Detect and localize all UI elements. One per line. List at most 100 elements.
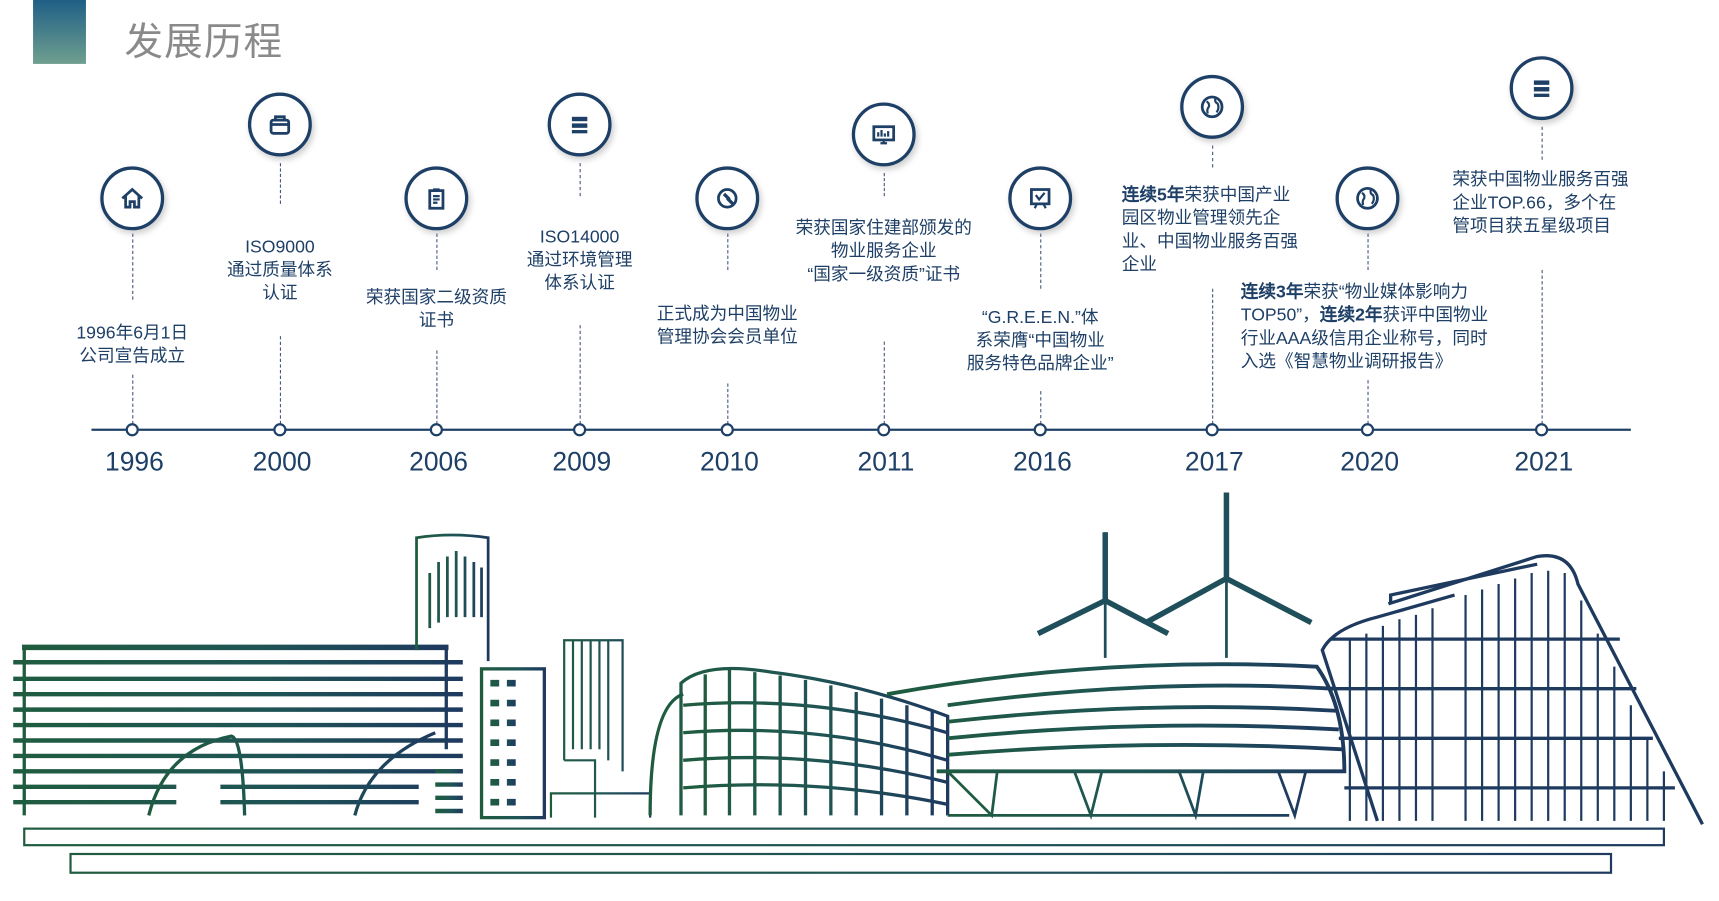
tall-tower	[415, 533, 490, 662]
year-label: 2021	[1514, 447, 1574, 478]
globe-icon	[1356, 187, 1379, 210]
milestone-icon-badge	[851, 102, 916, 167]
year-label: 2000	[252, 447, 312, 478]
description-line: 系荣膺“中国物业	[975, 331, 1105, 351]
year-label: 2009	[552, 447, 612, 478]
timeline-node	[572, 423, 587, 437]
description-line: 认证	[262, 284, 298, 304]
description-line: “国家一级资质”证书	[807, 265, 961, 285]
dashed-connector	[132, 374, 134, 425]
dashed-connector	[1212, 288, 1214, 425]
milestone-icon-badge	[1509, 56, 1574, 121]
milestone-icon-badge	[1335, 166, 1400, 231]
milestone-icon-badge	[1008, 166, 1073, 231]
year-label: 2006	[409, 447, 468, 478]
certificate-icon	[1030, 188, 1051, 209]
dashed-connector	[1541, 269, 1543, 425]
year-label: 1996	[105, 447, 164, 478]
timeline-node	[125, 423, 139, 437]
server-icon	[1533, 80, 1550, 97]
timeline-node	[1205, 423, 1219, 437]
dashed-connector	[883, 173, 885, 197]
timeline-node	[273, 423, 287, 437]
dashed-connector	[579, 163, 581, 197]
page-title: 发展历程	[124, 20, 284, 66]
description-line: 荣获国家二级资质	[365, 288, 507, 308]
timeline-node	[1033, 423, 1047, 437]
dashed-connector	[1040, 391, 1042, 425]
milestone-description: 正式成为中国物业 管理协会会员单位	[657, 303, 798, 349]
description-line: 物业服务企业	[830, 242, 937, 262]
description-line: 服务特色品牌企业”	[966, 354, 1114, 374]
dashed-connector	[727, 383, 729, 425]
description-line: 公司宣告成立	[79, 347, 186, 366]
timeline-node	[1534, 423, 1549, 437]
timeline-node	[877, 423, 891, 437]
timeline-node	[429, 423, 443, 437]
milestone-icon-badge	[695, 166, 760, 231]
year-label: 2011	[857, 447, 915, 478]
right-building	[1320, 554, 1704, 825]
highlight-text: 连续5年	[1121, 186, 1185, 205]
milestone-description: ISO14000 通过环境管理 体系认证	[527, 226, 633, 295]
milestone-description: 1996年6月1日 公司宣告成立	[76, 322, 188, 368]
left-building	[13, 644, 463, 816]
description-text: 荣获中国产业园区物业管理领先企业、中国物业服务百强企业	[1121, 186, 1299, 275]
dashed-connector	[579, 325, 581, 425]
dashed-connector	[883, 341, 885, 425]
milestone-description: 连续5年荣获中国产业园区物业管理领先企业、中国物业服务百强企业	[1122, 184, 1298, 277]
monitor-chart-icon	[872, 125, 896, 145]
timeline-axis	[91, 428, 1631, 431]
description-line: 1996年6月1日	[76, 323, 189, 343]
milestone-icon-badge	[404, 166, 469, 231]
timeline-node	[720, 423, 734, 437]
description-text: 获评中国物业行业AAA级信用企业称号，同时入选《智慧物业调研报告》	[1240, 306, 1489, 372]
description-line: ISO14000	[539, 228, 620, 247]
milestone-icon-badge	[100, 166, 165, 231]
year-label: 2017	[1184, 447, 1244, 478]
description-line: 体系认证	[544, 274, 615, 294]
cityscape-illustration	[13, 492, 1704, 874]
timeline-node	[1360, 423, 1375, 437]
dashed-connector	[279, 163, 281, 204]
dashed-connector	[1367, 233, 1369, 270]
description-text: 荣获中国物业服务百强企业TOP.66，多个在管项目获五星级项目	[1452, 170, 1629, 236]
description-line: “G.R.E.E.N.”体	[981, 308, 1099, 328]
dashed-connector	[436, 350, 438, 425]
milestone-description: 荣获国家二级资质 证书	[366, 286, 507, 332]
year-label: 2010	[700, 447, 759, 478]
milestone-description: 荣获中国物业服务百强企业TOP.66，多个在管项目获五星级项目	[1452, 169, 1628, 238]
server-icon	[571, 116, 588, 134]
wind-turbine-icon	[1036, 492, 1313, 658]
description-line: 荣获国家住建部颁发的	[795, 219, 972, 239]
clipboard-icon	[428, 188, 445, 210]
year-label: 2020	[1340, 447, 1400, 478]
dashed-connector	[1212, 145, 1214, 168]
curved-building	[648, 666, 950, 816]
description-line: 正式成为中国物业	[656, 305, 798, 324]
description-line: 证书	[418, 311, 454, 331]
gavel-icon	[717, 188, 738, 209]
globe-icon	[1200, 95, 1224, 119]
milestone-icon-badge	[547, 92, 612, 157]
long-building	[886, 662, 1347, 821]
dashed-connector	[279, 336, 281, 425]
year-label: 2016	[1012, 447, 1072, 478]
milestone-description: 连续3年荣获“物业媒体影响力TOP50”，连续2年获评中国物业行业AAA级信用企…	[1241, 281, 1497, 374]
window-building	[435, 667, 547, 820]
description-line: ISO9000	[245, 238, 315, 257]
highlight-text: 连续3年	[1240, 283, 1304, 302]
title-accent-block	[33, 0, 86, 64]
dashed-connector	[1541, 126, 1543, 160]
milestone-description: ISO9000 通过质量体系 认证	[227, 236, 333, 305]
dashed-connector	[727, 233, 729, 270]
description-line: 管理协会会员单位	[656, 328, 798, 348]
briefcase-icon	[269, 115, 291, 135]
dashed-connector	[1367, 380, 1369, 425]
milestone-description: 荣获国家住建部颁发的 物业服务企业 “国家一级资质”证书	[796, 217, 972, 286]
dashed-connector	[1040, 233, 1042, 289]
dashed-connector	[132, 233, 134, 300]
milestone-icon-badge	[1180, 74, 1245, 139]
ground-lines	[23, 827, 1666, 874]
